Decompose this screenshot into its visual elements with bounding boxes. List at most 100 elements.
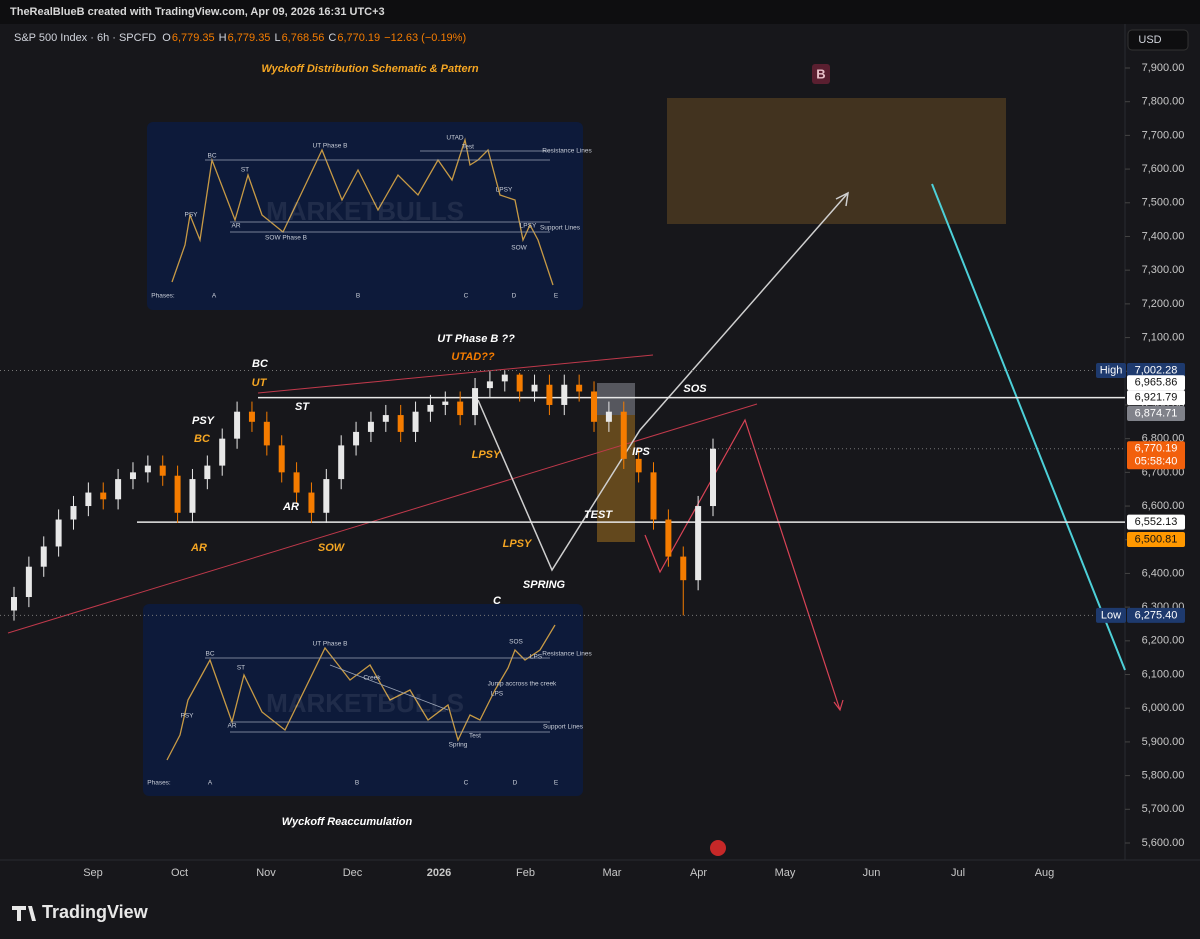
candle-body	[486, 381, 493, 389]
candle-body	[367, 421, 374, 432]
price-label-text: 6,921.79	[1135, 392, 1178, 404]
inset-label: Creek	[363, 675, 381, 682]
projection	[477, 192, 849, 572]
annotation: C	[493, 595, 502, 607]
candle-body	[546, 384, 553, 405]
candle-body	[129, 472, 136, 480]
inset-label: PSY	[184, 212, 198, 219]
inset-label: SOW	[511, 245, 527, 252]
annotation: Wyckoff Reaccumulation	[282, 816, 413, 828]
header-text: 6,779.35	[228, 32, 271, 44]
candle-body	[55, 519, 62, 547]
y-tick-label: 5,900.00	[1142, 736, 1185, 748]
header-text: S&P 500 Index · 6h · SPCFD	[14, 32, 156, 44]
annotation: UT	[252, 377, 268, 389]
candle-body	[308, 492, 315, 513]
x-tick-label: Aug	[1035, 867, 1055, 879]
price-label	[1127, 375, 1185, 391]
x-tick-label: Jun	[863, 867, 881, 879]
header-text: −12.63 (−0.19%)	[384, 32, 466, 44]
wedge-line	[257, 354, 654, 394]
candle-body	[353, 431, 360, 446]
inset-label: LPSY	[520, 223, 537, 230]
candle-body	[40, 546, 47, 567]
candle-body	[70, 506, 77, 520]
inset-label: LPS	[530, 654, 543, 661]
candle-body	[516, 374, 523, 392]
inset-label: E	[554, 293, 559, 300]
annotation: BC	[252, 358, 269, 370]
candle-body	[665, 519, 672, 557]
inset-top	[147, 122, 583, 310]
price-label	[1127, 514, 1185, 530]
annotation: Wyckoff Distribution Schematic & Pattern	[261, 63, 478, 75]
annotation: LPSY	[472, 449, 502, 461]
annotation: SOW	[318, 542, 346, 554]
annotation: TEST	[584, 509, 613, 521]
x-tick-label: Oct	[171, 867, 188, 879]
candle-body	[397, 415, 404, 432]
annotation: UT Phase B ??	[437, 333, 515, 345]
price-label-sub: 05:58:40	[1135, 456, 1178, 468]
header-text: C	[328, 32, 336, 44]
price-label	[1127, 607, 1185, 623]
candle-body	[561, 384, 568, 405]
annotation: PSY	[192, 415, 216, 427]
y-tick-label: 7,700.00	[1142, 129, 1185, 141]
x-tick-label: Jul	[951, 867, 965, 879]
y-tick-label: 7,800.00	[1142, 96, 1185, 108]
price-tag-text: Low	[1101, 609, 1121, 621]
currency[interactable]: USD	[1138, 34, 1161, 46]
arrow-head	[835, 191, 849, 207]
inset-label: LPS	[491, 691, 504, 698]
schematic	[166, 624, 556, 761]
inset-label: A	[212, 293, 217, 300]
trend-line	[931, 183, 1126, 671]
candle-body	[204, 465, 211, 480]
candle-body	[323, 479, 330, 513]
candle-body	[159, 465, 166, 476]
x-tick-label: 2026	[427, 867, 451, 879]
inset-label: Test	[469, 733, 481, 740]
annotation: LPSY	[503, 538, 533, 550]
y-tick-label: 7,400.00	[1142, 230, 1185, 242]
inset-label: Resistance Lines	[542, 651, 592, 658]
watermark: MARKETBULLS	[266, 688, 464, 718]
price-label-text: 6,965.86	[1135, 377, 1178, 389]
price-label	[1127, 405, 1185, 421]
price-label-text: 6,500.81	[1135, 533, 1178, 545]
watermark: MARKETBULLS	[266, 196, 464, 226]
candle-body	[680, 556, 687, 581]
inset-label: ST	[237, 665, 245, 672]
annotation: BC	[194, 433, 211, 445]
y-tick-label: 7,200.00	[1142, 298, 1185, 310]
candle-body	[85, 492, 92, 507]
inset-label: B	[356, 293, 360, 300]
price-label-text: 6,275.40	[1135, 609, 1178, 621]
creek-line	[329, 664, 449, 711]
price-tag-text: High	[1100, 364, 1123, 376]
currency-button[interactable]	[1127, 29, 1189, 51]
price-label-text: 6,770.19	[1135, 443, 1178, 455]
logo: TradingView	[42, 902, 149, 922]
y-tick-label: 6,400.00	[1142, 567, 1185, 579]
header-text: 6,779.35	[172, 32, 215, 44]
candle-body	[100, 492, 107, 500]
projection	[644, 418, 841, 711]
price-tag	[1096, 607, 1126, 623]
inset-label: Support Lines	[543, 724, 584, 731]
inset-label: LPSY	[496, 187, 513, 194]
candle-body	[472, 388, 479, 416]
price-label	[1127, 390, 1185, 406]
target-zone	[667, 98, 1006, 224]
candle-body	[382, 415, 389, 422]
inset-label: D	[512, 293, 517, 300]
inset-label: UT Phase B	[313, 143, 348, 150]
y-tick-label: 6,200.00	[1142, 635, 1185, 647]
inset-label: AR	[227, 723, 236, 730]
inset-label: BC	[207, 153, 216, 160]
zone	[597, 415, 635, 542]
price-label-text: 6,874.71	[1135, 407, 1178, 419]
candle-body	[174, 475, 181, 513]
